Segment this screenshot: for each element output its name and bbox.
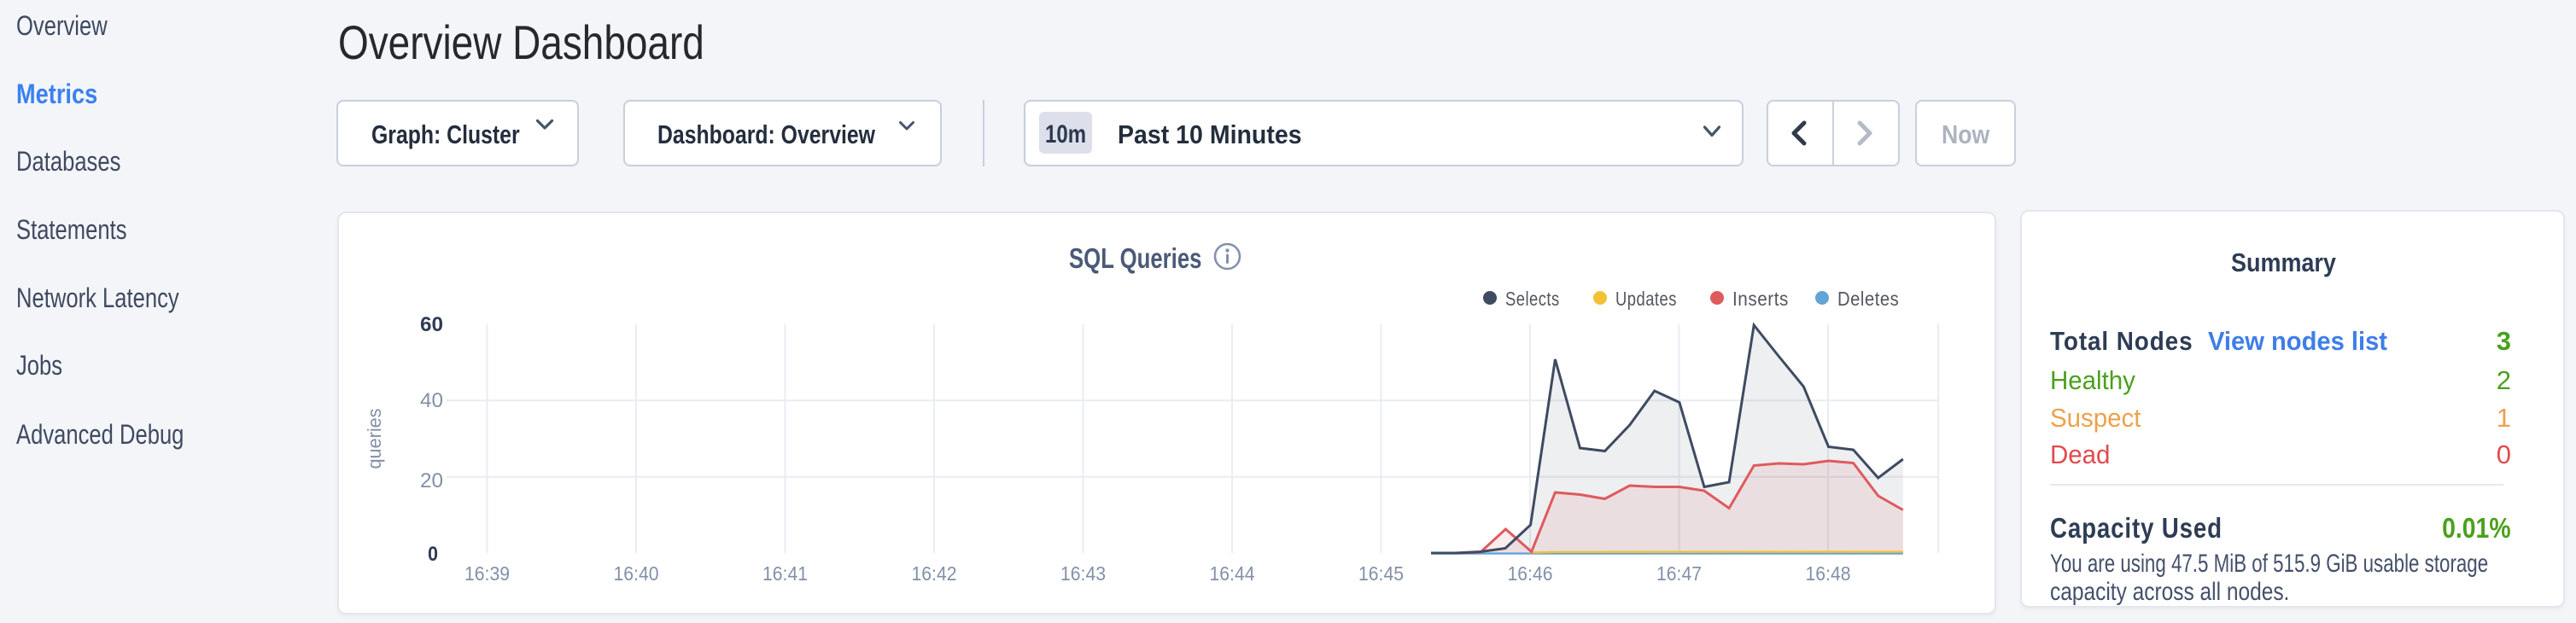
- svg-text:20: 20: [420, 469, 443, 492]
- svg-text:16:46: 16:46: [1508, 562, 1553, 585]
- svg-text:16:48: 16:48: [1806, 562, 1851, 585]
- svg-text:16:43: 16:43: [1060, 562, 1106, 585]
- svg-text:60: 60: [420, 313, 443, 336]
- svg-text:0: 0: [428, 543, 438, 566]
- svg-text:16:42: 16:42: [912, 562, 957, 585]
- svg-text:16:41: 16:41: [762, 562, 808, 585]
- svg-text:40: 40: [420, 389, 443, 412]
- svg-text:16:47: 16:47: [1656, 562, 1702, 585]
- svg-text:16:39: 16:39: [464, 562, 510, 585]
- svg-text:16:40: 16:40: [614, 562, 659, 585]
- svg-text:16:44: 16:44: [1210, 562, 1255, 585]
- svg-text:16:45: 16:45: [1358, 562, 1404, 585]
- svg-text:queries: queries: [364, 409, 385, 469]
